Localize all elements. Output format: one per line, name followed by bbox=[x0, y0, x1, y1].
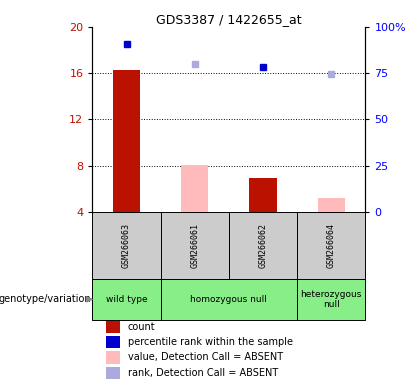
Bar bbox=[297, 212, 365, 279]
Text: value, Detection Call = ABSENT: value, Detection Call = ABSENT bbox=[128, 353, 283, 362]
Text: count: count bbox=[128, 322, 155, 332]
Text: GSM266063: GSM266063 bbox=[122, 223, 131, 268]
Bar bbox=[106, 351, 120, 364]
Text: GSM266061: GSM266061 bbox=[190, 223, 199, 268]
Bar bbox=[318, 198, 345, 212]
Text: heterozygous
null: heterozygous null bbox=[301, 290, 362, 309]
Title: GDS3387 / 1422655_at: GDS3387 / 1422655_at bbox=[156, 13, 302, 26]
Text: wild type: wild type bbox=[106, 295, 147, 304]
Text: GSM266064: GSM266064 bbox=[327, 223, 336, 268]
Bar bbox=[181, 164, 208, 212]
Bar bbox=[229, 212, 297, 279]
Text: percentile rank within the sample: percentile rank within the sample bbox=[128, 337, 293, 347]
Text: GSM266062: GSM266062 bbox=[259, 223, 268, 268]
Bar bbox=[106, 336, 120, 348]
Bar bbox=[92, 279, 161, 319]
Bar bbox=[297, 279, 365, 319]
Bar bbox=[113, 70, 140, 212]
Bar bbox=[161, 212, 229, 279]
Text: rank, Detection Call = ABSENT: rank, Detection Call = ABSENT bbox=[128, 367, 278, 377]
Bar bbox=[249, 179, 277, 212]
Bar bbox=[161, 279, 297, 319]
Bar bbox=[106, 367, 120, 379]
Text: genotype/variation: genotype/variation bbox=[0, 295, 91, 305]
Bar bbox=[92, 212, 161, 279]
Text: homozygous null: homozygous null bbox=[190, 295, 268, 304]
Bar bbox=[106, 321, 120, 333]
